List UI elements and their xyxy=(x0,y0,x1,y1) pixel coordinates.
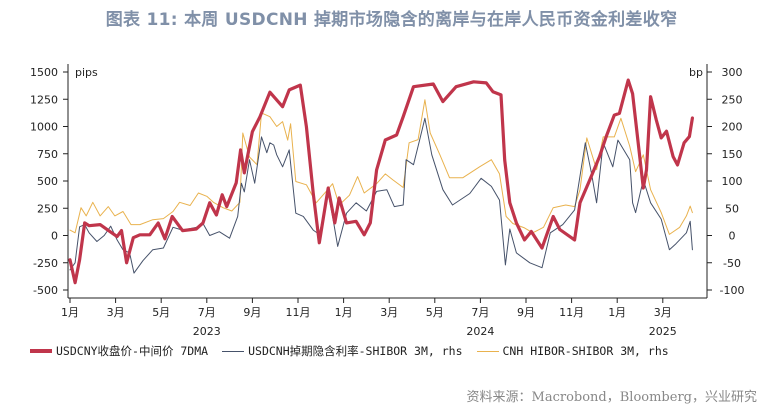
right-axis-tick-label: 250 xyxy=(722,93,743,106)
line-chart: -500-2500250500750100012501500-100-50050… xyxy=(30,64,745,338)
x-axis-tick-label: 5月 xyxy=(152,306,170,319)
left-axis-tick-label: 750 xyxy=(37,148,58,161)
left-axis-tick-label: 1250 xyxy=(30,93,58,106)
x-axis-tick-label: 9月 xyxy=(517,306,535,319)
right-axis-tick-label: 0 xyxy=(729,230,736,243)
x-axis-year-label: 2024 xyxy=(466,325,494,338)
right-axis-unit: bp xyxy=(689,66,703,79)
x-axis-tick-label: 3月 xyxy=(380,306,398,319)
legend-label-usdcny: USDCNY收盘价-中间价 7DMA xyxy=(56,344,209,358)
series-1 xyxy=(69,117,693,274)
x-axis-tick-label: 7月 xyxy=(198,306,216,319)
x-axis-tick-label: 1月 xyxy=(608,306,626,319)
legend-swatch-usdcnh-implied xyxy=(222,350,245,352)
right-axis-tick-label: -100 xyxy=(720,284,745,297)
legend-swatch-usdcny xyxy=(30,349,52,353)
left-axis-tick-label: -250 xyxy=(33,257,58,270)
x-axis-tick-label: 11月 xyxy=(559,306,584,319)
legend-item-cnh-hibor: CNH HIBOR-SHIBOR 3M, rhs xyxy=(476,344,669,358)
series-2 xyxy=(69,99,693,235)
right-axis-tick-label: 100 xyxy=(722,175,743,188)
left-axis-unit: pips xyxy=(75,66,98,79)
legend: USDCNY收盘价-中间价 7DMA USDCNH掉期隐含利率-SHIBOR 3… xyxy=(30,343,669,359)
x-axis-tick-label: 3月 xyxy=(654,306,672,319)
x-axis-tick-label: 7月 xyxy=(471,306,489,319)
right-axis-tick-label: 300 xyxy=(722,66,743,79)
x-axis-tick-label: 1月 xyxy=(335,306,353,319)
left-axis-tick-label: 1000 xyxy=(30,121,58,134)
left-axis-tick-label: 0 xyxy=(51,230,58,243)
series-0 xyxy=(68,78,694,285)
x-axis-tick-label: 11月 xyxy=(286,306,311,319)
x-axis-tick-label: 3月 xyxy=(107,306,125,319)
right-axis-tick-label: 150 xyxy=(722,148,743,161)
right-axis-tick-label: 50 xyxy=(725,202,739,215)
x-axis-tick-label: 9月 xyxy=(243,306,261,319)
legend-item-usdcnh-implied: USDCNH掉期隐含利率-SHIBOR 3M, rhs xyxy=(222,343,463,359)
series-line xyxy=(69,117,693,274)
legend-label-cnh-hibor: CNH HIBOR-SHIBOR 3M, rhs xyxy=(502,344,669,358)
source-note: 资料来源：Macrobond，Bloomberg，兴业研究 xyxy=(466,390,757,405)
left-axis-tick-label: 500 xyxy=(37,175,58,188)
x-axis-year-label: 2023 xyxy=(193,325,221,338)
x-axis-year-label: 2025 xyxy=(649,325,677,338)
left-axis-tick-label: -500 xyxy=(33,284,58,297)
series-line xyxy=(68,78,694,285)
left-axis-tick-label: 1500 xyxy=(30,66,58,79)
legend-label-usdcnh-implied: USDCNH掉期隐含利率-SHIBOR 3M, rhs xyxy=(248,344,463,358)
legend-swatch-cnh-hibor xyxy=(476,350,499,352)
x-axis-tick-label: 5月 xyxy=(426,306,444,319)
right-axis-tick-label: -50 xyxy=(723,257,741,270)
chart-title: 图表 11: 本周 USDCNH 掉期市场隐含的离岸与在岸人民币资金利差收窄 xyxy=(105,10,678,30)
x-axis-tick-label: 1月 xyxy=(61,306,79,319)
series-line xyxy=(69,99,693,235)
legend-item-usdcny: USDCNY收盘价-中间价 7DMA xyxy=(30,343,208,359)
left-axis-tick-label: 250 xyxy=(37,202,58,215)
right-axis-tick-label: 200 xyxy=(722,121,743,134)
